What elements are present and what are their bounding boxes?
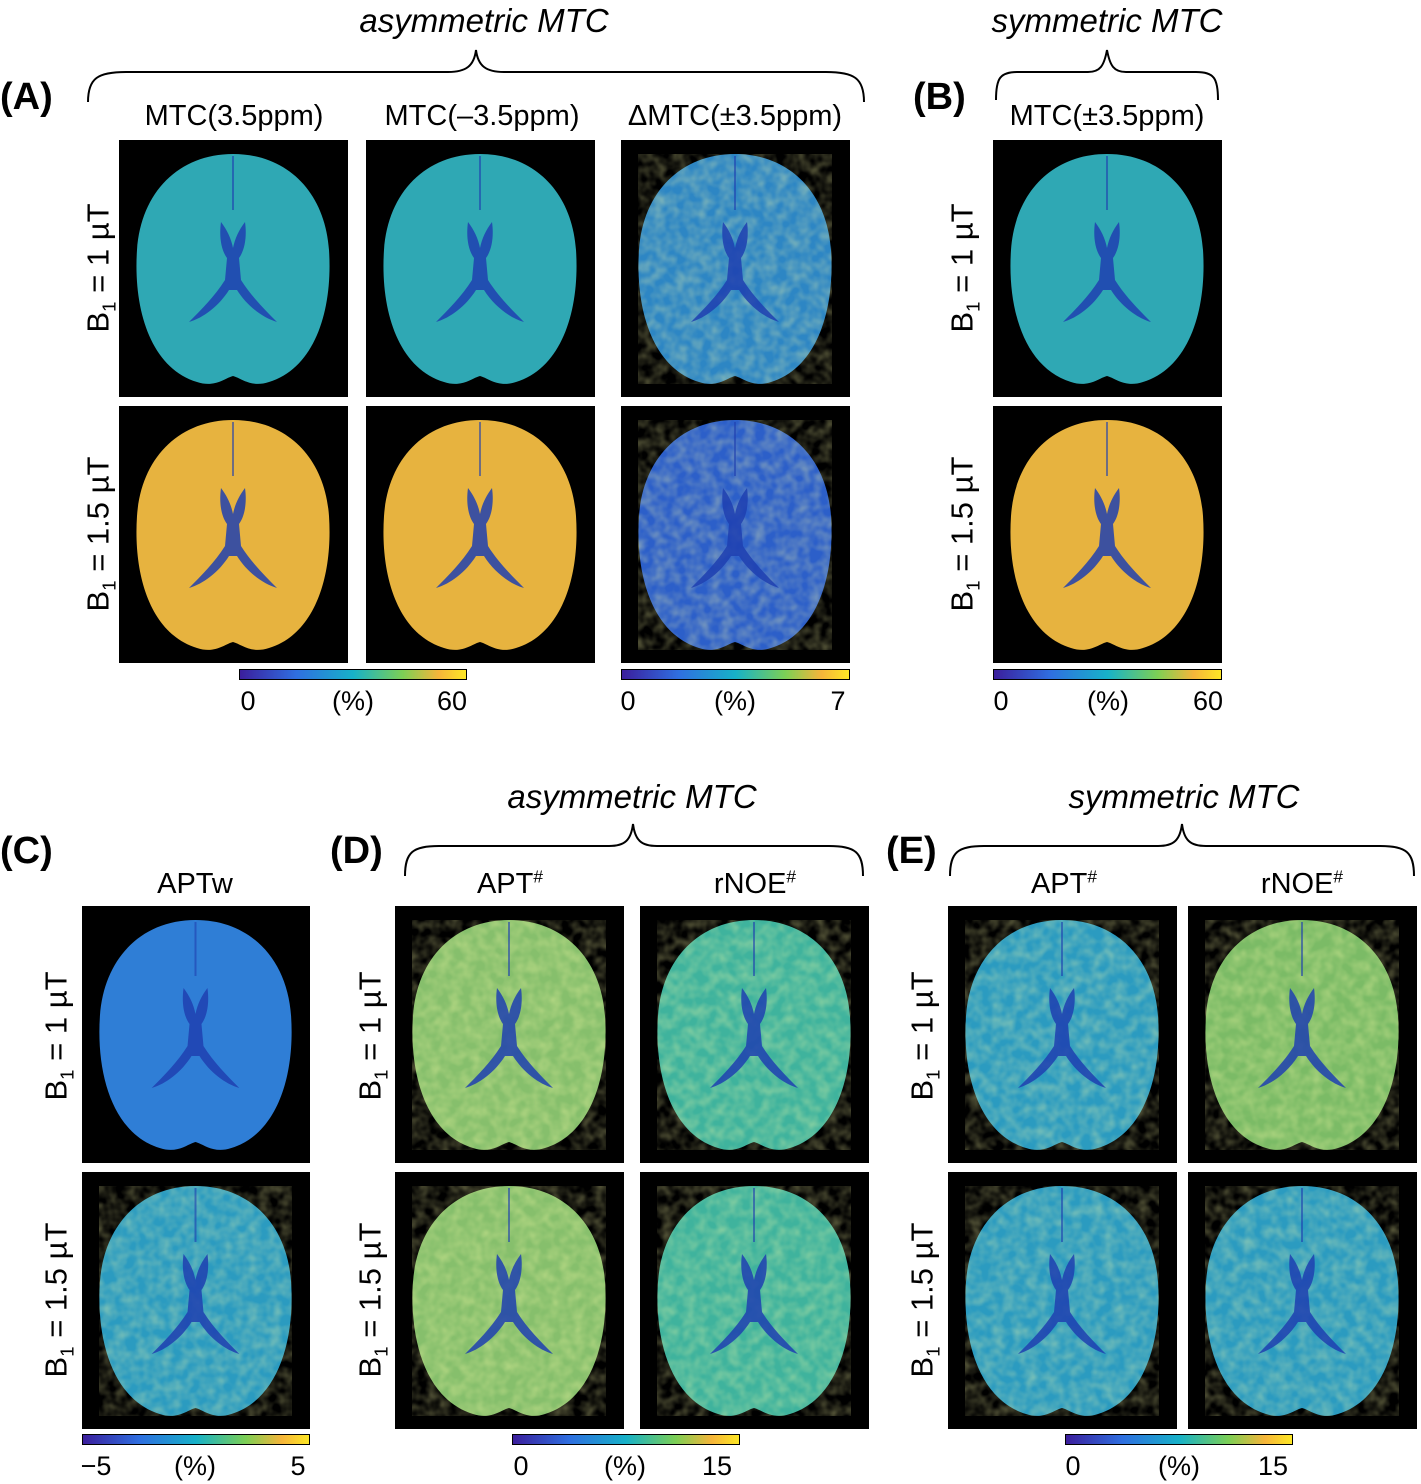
panel-a-row-label-2: B1 = 1.5 µT [80, 456, 120, 612]
map-e-rnoe-1p5uT [1188, 1172, 1417, 1429]
panel-a-colorbar-1-max: 60 [436, 686, 468, 716]
map-a-mtc-neg-1p5uT [366, 406, 595, 663]
panel-b-col-title: MTC(±3.5ppm) [1009, 100, 1205, 132]
panel-b-label: (B) [913, 76, 966, 118]
panel-e-row-label-1: B1 = 1 µT [904, 971, 944, 1101]
panel-e-row-label-2: B1 = 1.5 µT [904, 1222, 944, 1378]
panel-e-col-title-1: APT# [1030, 866, 1098, 900]
map-c-aptw-1p5uT [82, 1172, 310, 1429]
panel-b-colorbar-max: 60 [1192, 686, 1224, 716]
panel-a-group-title: asymmetric MTC [359, 2, 609, 39]
panel-d-label: (D) [330, 830, 383, 872]
panel-a-col-title-2: MTC(–3.5ppm) [384, 100, 580, 132]
panel-e-colorbar-min: 0 [1065, 1451, 1081, 1481]
map-e-apt-1p5uT [948, 1172, 1177, 1429]
panel-b-colorbar [993, 669, 1222, 680]
panel-e-colorbar-max: 15 [1257, 1451, 1289, 1481]
panel-a-colorbar-1 [239, 669, 467, 680]
panel-a-colorbar-2-min: 0 [620, 686, 636, 716]
panel-a-label: (A) [0, 76, 53, 118]
panel-a-colorbar-1-min: 0 [240, 686, 256, 716]
panel-c-label: (C) [0, 830, 53, 872]
panel-b-group-title: symmetric MTC [991, 2, 1223, 39]
map-d-rnoe-1uT [640, 906, 869, 1163]
panel-e-label: (E) [886, 830, 937, 872]
panel-d-row-label-1: B1 = 1 µT [352, 971, 392, 1101]
panel-d-col-title-1: APT# [476, 866, 544, 900]
map-c-aptw-1uT [82, 906, 310, 1163]
panel-e-col-title-2: rNOE# [1260, 866, 1344, 900]
map-e-rnoe-1uT [1188, 906, 1417, 1163]
panel-e-group-title: symmetric MTC [1068, 778, 1300, 815]
panel-a-brace [87, 49, 865, 103]
map-a-mtc-pos-1p5uT [119, 406, 348, 663]
panel-a-colorbar-1-unit: (%) [332, 686, 374, 716]
panel-b-colorbar-unit: (%) [1087, 686, 1129, 716]
map-a-mtc-neg-1uT [366, 140, 595, 397]
panel-d-group-title: asymmetric MTC [507, 778, 757, 815]
map-a-mtc-pos-1uT [119, 140, 348, 397]
panel-d-colorbar-max: 15 [701, 1451, 733, 1481]
map-d-rnoe-1p5uT [640, 1172, 869, 1429]
map-a-dmtc-1p5uT [621, 406, 850, 663]
panel-d-colorbar-min: 0 [513, 1451, 529, 1481]
panel-c-row-label-2: B1 = 1.5 µT [38, 1222, 78, 1378]
panel-d-col-title-2: rNOE# [713, 866, 797, 900]
panel-c-colorbar-min: −5 [80, 1451, 112, 1481]
panel-c-row-label-1: B1 = 1 µT [38, 971, 78, 1101]
panel-c-colorbar-unit: (%) [174, 1451, 216, 1481]
panel-b-colorbar-min: 0 [993, 686, 1009, 716]
map-d-apt-1uT [395, 906, 624, 1163]
panel-d-brace [404, 823, 864, 877]
panel-a-col-title-1: MTC(3.5ppm) [144, 100, 324, 132]
panel-e-brace [949, 823, 1415, 877]
map-d-apt-1p5uT [395, 1172, 624, 1429]
panel-a-colorbar-2 [621, 669, 850, 680]
panel-d-colorbar-unit: (%) [604, 1451, 646, 1481]
map-b-mtc-1uT [993, 140, 1222, 397]
panel-b-brace [995, 49, 1219, 101]
panel-d-colorbar [512, 1434, 740, 1445]
panel-a-col-title-3: ΔMTC(±3.5ppm) [627, 100, 843, 132]
panel-c-col-title: APTw [157, 868, 233, 900]
panel-c-colorbar-max: 5 [290, 1451, 306, 1481]
panel-e-colorbar-unit: (%) [1158, 1451, 1200, 1481]
map-a-dmtc-1uT [621, 140, 850, 397]
panel-b-row-label-2: B1 = 1.5 µT [944, 456, 984, 612]
panel-c-colorbar [82, 1434, 310, 1445]
panel-e-colorbar [1065, 1434, 1293, 1445]
panel-a-row-label-1: B1 = 1 µT [80, 203, 120, 333]
map-b-mtc-1p5uT [993, 406, 1222, 663]
map-e-apt-1uT [948, 906, 1177, 1163]
panel-a-colorbar-2-max: 7 [830, 686, 846, 716]
panel-d-row-label-2: B1 = 1.5 µT [352, 1222, 392, 1378]
panel-b-row-label-1: B1 = 1 µT [944, 203, 984, 333]
panel-a-colorbar-2-unit: (%) [714, 686, 756, 716]
